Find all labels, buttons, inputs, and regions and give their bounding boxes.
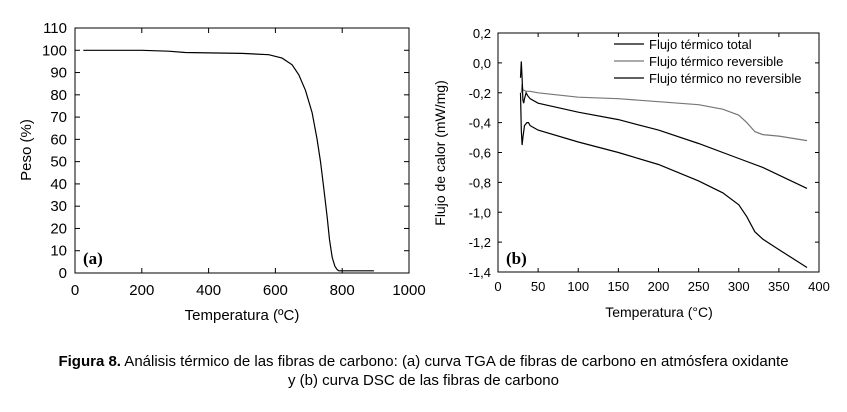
dsc-x-axis-label: Temperatura (°C) [605,304,713,320]
panel-label-a: (a) [83,249,103,268]
tga-y-tick-label: 60 [50,131,67,148]
dsc-x-tick-label: 0 [494,279,501,294]
dsc-total-flow-line [521,93,808,268]
tga-x-tick-label: 0 [71,282,79,299]
tga-y-tick-label: 100 [42,42,67,59]
figure: 0 200 400 600 800 100001020304050607080901001… [0,0,847,345]
tga-y-tick-label: 10 [50,243,67,260]
dsc-y-tick-label: -1,0 [469,205,491,220]
dsc-x-tick-label: 150 [608,279,630,294]
caption-line-2: y (b) curva DSC de las fibras de carbono [0,371,847,390]
dsc-y-tick-label: -0,6 [469,146,491,161]
tga-y-tick-label: 20 [50,220,67,237]
tga-x-tick-label: 1000 [392,282,425,299]
dsc-x-tick-label: 100 [567,279,589,294]
dsc-x-tick-label: 400 [808,279,830,294]
figure-caption: Figura 8. Análisis térmico de las fibras… [0,352,847,390]
tga-x-tick-label: 200 [129,282,154,299]
tga-y-tick-label: 110 [43,20,67,37]
tga-x-tick-label: 800 [330,282,355,299]
dsc-x-tick-label: 250 [688,279,710,294]
dsc-x-tick-label: 50 [531,279,545,294]
tga-plot-frame [75,28,409,273]
caption-line-1: Figura 8. Análisis térmico de las fibras… [0,352,847,371]
dsc-curves [521,61,808,267]
caption-label: Figura 8. [58,353,121,370]
tga-y-tick-label: 30 [50,198,67,215]
legend-label-reversible: Flujo térmico reversible [649,54,783,69]
legend-label-total: Flujo térmico total [649,37,752,52]
panel-label-b: (b) [506,249,527,268]
legend-label-non-reversible: Flujo térmico no reversible [649,71,801,86]
tga-y-tick-label: 80 [50,87,67,104]
tga-y-tick-label: 50 [50,154,67,171]
dsc-x-tick-label: 350 [768,279,790,294]
tga-x-axis-label: Temperatura (ºC) [185,307,300,324]
tga-x-tick-label: 400 [196,282,221,299]
dsc-chart: 0 50 100 150 200 250 300 350 400 -1,4 -1,2 -1,0 -0,8… [432,26,830,320]
dsc-x-tick-label: 200 [648,279,670,294]
dsc-y-tick-label: -0,4 [469,116,491,131]
tga-y-tick-label: 0 [59,265,67,282]
dsc-legend: Flujo térmico total Flujo térmico reversi… [614,37,801,86]
tga-y-axis-label: Peso (%) [18,119,35,181]
dsc-y-tick-label: 0,2 [473,26,491,41]
dsc-y-tick-label: -0,2 [469,86,491,101]
tga-y-tick-label: 90 [50,65,67,82]
tga-chart: 0 200 400 600 800 1000 0 10 20 30 40 50 60 70 80 90 100 1… [18,20,426,324]
caption-text-1: Análisis térmico de las fibras de carbon… [121,353,789,370]
dsc-y-tick-label: -1,4 [469,265,491,280]
dsc-y-axis-label: Flujo de calor (mW/mg) [432,80,448,225]
tga-weight-curve [83,50,374,270]
dsc-y-tick-label: -1,2 [469,235,491,250]
tga-y-tick-label: 40 [50,176,67,193]
dsc-x-tick-label: 300 [728,279,750,294]
dsc-y-tick-label: 0,0 [473,56,491,71]
dsc-y-tick-label: -0,8 [469,175,491,190]
tga-x-tick-label: 600 [263,282,288,299]
tga-y-tick-label: 70 [50,109,67,126]
